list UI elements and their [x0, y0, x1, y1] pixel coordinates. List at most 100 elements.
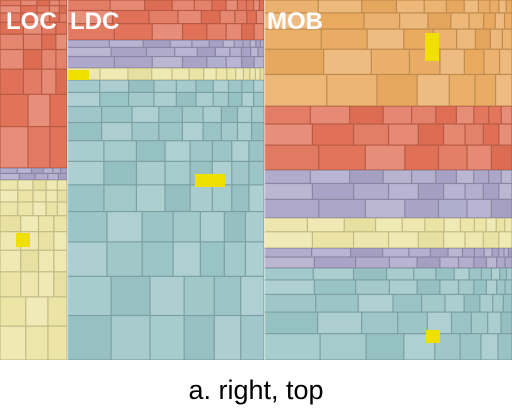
mob-lavender-2-cell — [431, 248, 448, 257]
ldc-teal-cell — [249, 185, 264, 211]
mob-cream-cell — [354, 232, 388, 248]
region-label-mob: MOB — [267, 8, 323, 35]
ldc-teal-cell — [173, 242, 200, 276]
mob-teal-cell — [314, 280, 355, 294]
mob-orange-cell — [367, 29, 404, 49]
ldc-teal-cell — [221, 123, 237, 141]
ldc-teal-cell — [165, 161, 190, 185]
mob-teal-cell — [507, 268, 512, 280]
mob-orange-cell — [264, 0, 318, 13]
ldc-teal-cell — [67, 212, 107, 242]
loc-red-cell — [0, 22, 23, 34]
loc-cream-cell — [0, 232, 21, 250]
mob-cream-cell — [402, 218, 425, 232]
mob-lavender-2-cell — [474, 248, 484, 257]
mob-teal-cell — [488, 312, 501, 334]
mob-red-cell — [439, 145, 467, 170]
mob-lavender-2-cell — [505, 257, 512, 268]
mob-lavender-2-cell — [389, 257, 417, 268]
mob-lavender-cell — [313, 184, 353, 199]
mob-orange-cell — [499, 0, 506, 13]
mob-teal-cell — [492, 268, 500, 280]
loc-cream-cell — [18, 180, 33, 190]
loc-red-cell — [0, 0, 21, 6]
loc-red-cell — [37, 6, 49, 13]
ldc-red-cell — [246, 0, 253, 10]
ldc-teal-cell — [190, 141, 212, 161]
ldc-teal-cell — [224, 212, 245, 242]
mob-teal-cell — [264, 268, 313, 280]
loc-red-cell — [50, 0, 59, 6]
loc-red-cell — [42, 34, 56, 49]
mob-lavender-cell — [467, 199, 491, 218]
ldc-teal-cell — [132, 107, 159, 122]
ldc-teal-cell — [214, 316, 241, 360]
mob-lavender-cell — [499, 184, 512, 199]
ldc-teal-cell — [67, 242, 107, 276]
loc-cream-cell — [0, 250, 21, 272]
loc-red-cell — [0, 94, 28, 127]
mob-cream-cell — [496, 218, 505, 232]
mob-lavender-cell — [436, 170, 456, 183]
mob-orange-cell — [495, 13, 504, 29]
ldc-teal-cell — [212, 141, 232, 161]
loc-red-cell — [50, 127, 67, 168]
ldc-red-cell — [183, 24, 207, 40]
mob-highlight-top — [425, 33, 439, 61]
loc-cream-cell — [21, 250, 38, 272]
loc-cream-cell — [48, 297, 67, 326]
region-label-loc: LOC — [6, 8, 57, 35]
ldc-lavender-cell — [258, 47, 264, 56]
mob-lavender-cell — [365, 199, 405, 218]
ldc-lavender-cell — [243, 40, 250, 47]
mob-cream-cell — [505, 218, 512, 232]
ldc-teal-cell — [246, 242, 264, 276]
ldc-lavender-cell — [143, 40, 170, 47]
ldc-cream-cell — [152, 68, 172, 80]
loc-cream-cell — [26, 297, 48, 326]
mob-orange-cell — [496, 75, 512, 106]
ldc-red-cell — [220, 11, 235, 23]
mob-lavender-2-cell — [417, 257, 440, 268]
mob-lavender-2-cell — [351, 248, 383, 257]
mob-cream-cell — [307, 218, 344, 232]
loc-lavender-cell — [58, 174, 67, 180]
mob-teal-cell — [460, 334, 481, 360]
mob-teal-cell — [440, 280, 458, 294]
mob-cream-cell — [483, 232, 499, 248]
ldc-teal-cell — [100, 93, 128, 106]
mob-orange-cell — [500, 49, 512, 74]
mob-orange-cell — [502, 29, 512, 49]
ldc-cream-cell — [236, 68, 243, 80]
ldc-red-cell — [110, 0, 144, 10]
ldc-lavender-cell — [114, 57, 152, 68]
ldc-lavender-cell — [111, 47, 146, 56]
mob-red-cell — [350, 106, 383, 124]
loc-lavender-cell — [35, 174, 48, 180]
ldc-red-cell — [67, 0, 110, 10]
ldc-red-cell — [172, 0, 194, 10]
ldc-teal-cell — [150, 316, 184, 360]
ldc-teal-cell — [67, 276, 111, 315]
mob-teal-cell — [454, 268, 469, 280]
loc-red-cell — [42, 22, 56, 34]
loc-cream-cell — [0, 180, 18, 190]
loc-cream-cell — [57, 190, 67, 202]
loc-cream-cell — [46, 202, 57, 216]
loc-red-cell — [59, 13, 67, 22]
mob-lavender-cell — [264, 170, 310, 183]
ldc-teal-cell — [129, 93, 154, 106]
ldc-cream-cell — [255, 68, 260, 80]
mob-red-cell — [483, 124, 499, 145]
mob-lavender-2-cell — [383, 248, 409, 257]
ldc-cream-cell — [172, 68, 189, 80]
loc-cream-cell — [46, 180, 57, 190]
loc-red-cell — [21, 0, 37, 6]
mob-red-cell — [456, 106, 474, 124]
loc-lavender-cell — [61, 168, 67, 173]
ldc-teal-cell — [150, 276, 184, 315]
ldc-lavender-cell — [147, 47, 175, 56]
mob-orange-cell — [484, 13, 495, 29]
ldc-highlight-top — [67, 70, 89, 80]
mob-lavender-cell — [319, 199, 365, 218]
